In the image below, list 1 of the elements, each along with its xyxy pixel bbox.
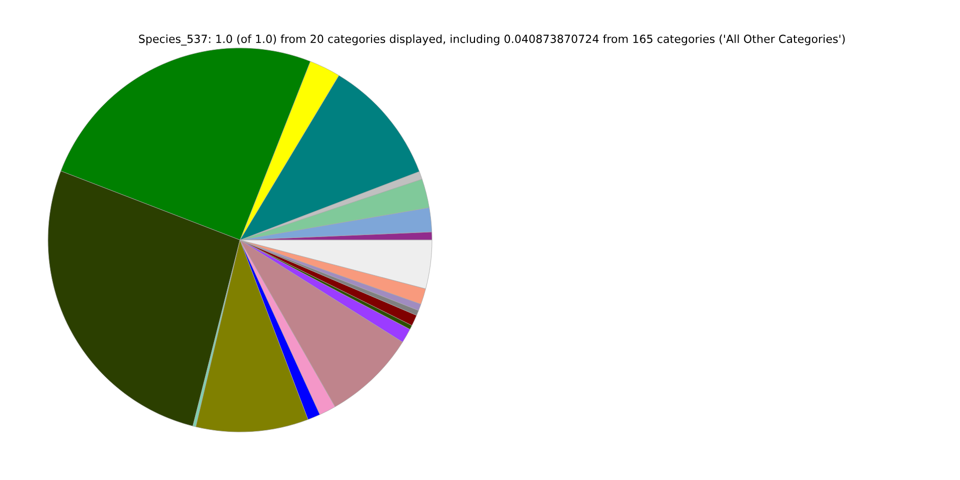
- text: Species_537: 1.0 (of 1.0) from 20 categories displayed, including 0.040873870724 from 165 categories ('All Other Categories'): [139, 34, 845, 46]
